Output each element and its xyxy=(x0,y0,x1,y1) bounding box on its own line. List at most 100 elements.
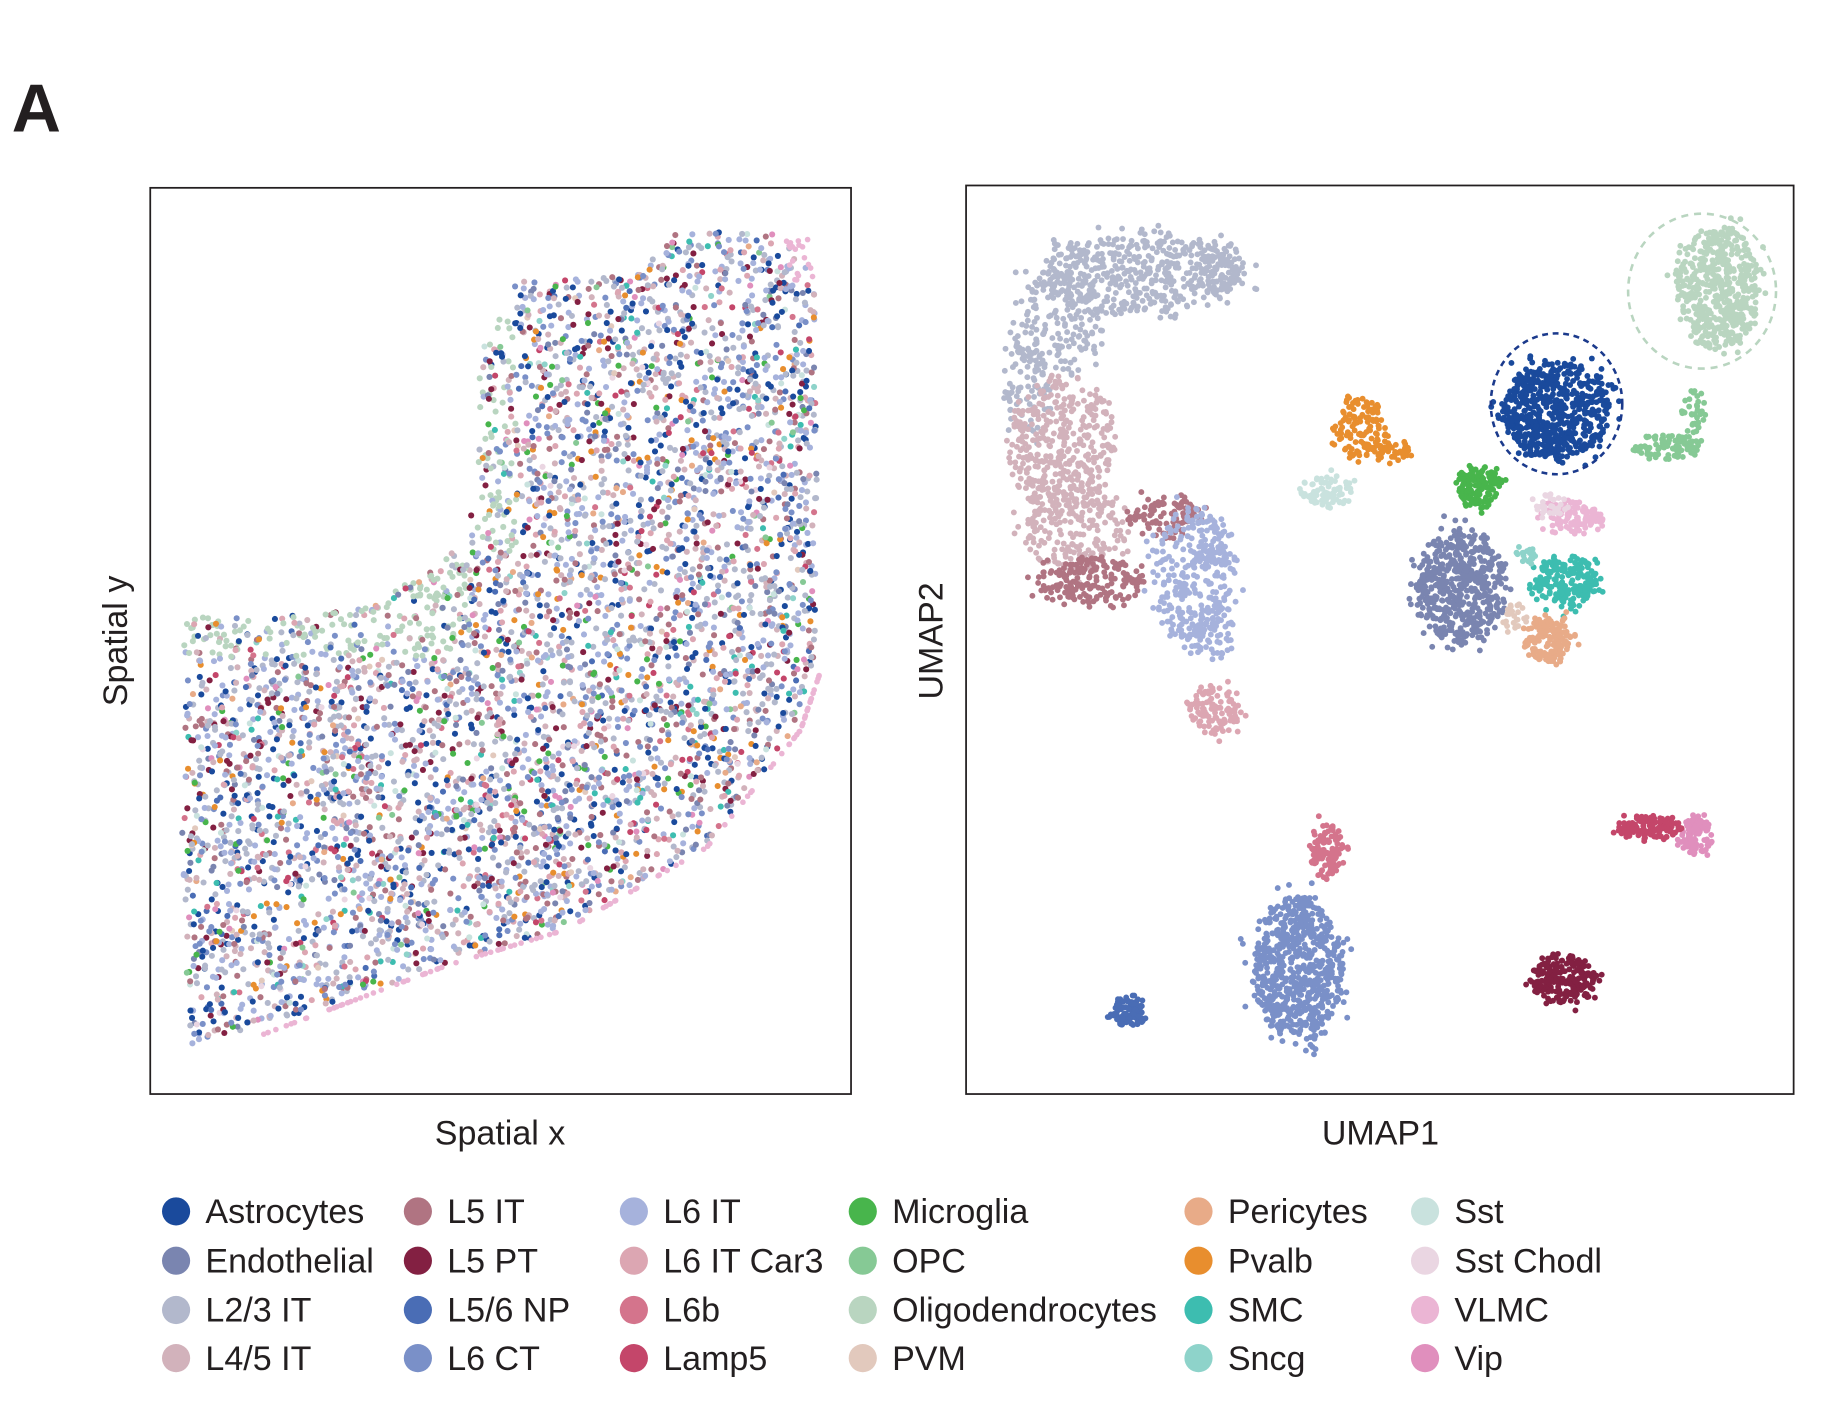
cell-point-l4-5-it xyxy=(638,611,645,618)
cell-point-l5-pt xyxy=(292,870,299,877)
cell-point-l2-3-it xyxy=(603,540,610,547)
cell-point-opc xyxy=(350,889,357,896)
cell-point-l2-3-it xyxy=(507,899,514,906)
cell-point-l5-6-np xyxy=(796,322,803,329)
cell-point-l6-it xyxy=(363,880,370,887)
cell-point-endothelial xyxy=(495,862,502,869)
cell-point-l6-it xyxy=(762,366,769,373)
cell-point-l2-3-it xyxy=(469,539,476,546)
cell-point-pvalb xyxy=(458,629,465,636)
cell-point-l5-pt xyxy=(435,709,442,716)
cell-point-l6-it xyxy=(222,734,229,741)
cell-point-l5-6-np xyxy=(362,964,369,972)
cell-point-l5-pt xyxy=(410,668,417,675)
cell-point-l2-3-it xyxy=(590,643,597,650)
cell-point-astrocytes xyxy=(521,934,528,941)
cell-point-astrocytes xyxy=(443,777,450,784)
cell-point-l5-it xyxy=(626,564,633,572)
cell-point-l2-3-it xyxy=(793,359,800,366)
cell-point-microglia xyxy=(469,549,476,556)
cell-point-l2-3-it xyxy=(474,660,481,667)
cell-point-opc xyxy=(397,941,405,948)
cell-point-l6-ct xyxy=(535,422,542,429)
cell-point-l4-5-it xyxy=(231,948,238,955)
cell-point-l6-it xyxy=(190,962,197,970)
cell-point-l6-it-car3 xyxy=(570,427,577,434)
cell-point-l5-it xyxy=(511,824,519,831)
cell-point-pvalb xyxy=(675,599,682,606)
cell-point-l5-it xyxy=(569,855,576,863)
cell-point-endothelial xyxy=(296,753,303,760)
cell-point-pvalb xyxy=(714,782,721,790)
cell-point-l4-5-it xyxy=(404,908,411,915)
cell-point-l4-5-it xyxy=(588,394,595,401)
cell-point-l6-it xyxy=(674,587,681,594)
cell-point-l6b xyxy=(670,626,677,633)
cell-point-l2-3-it xyxy=(402,869,410,876)
cell-point-l2-3-it xyxy=(235,828,242,835)
cell-point-l6-it xyxy=(749,292,756,299)
cell-point-l6-it xyxy=(720,460,727,467)
cell-point-astrocytes xyxy=(307,793,314,800)
cell-point-l5-pt xyxy=(361,927,368,935)
cell-point-l6-it xyxy=(414,662,421,669)
cell-point-l6b xyxy=(236,989,243,996)
cell-point-astrocytes xyxy=(505,648,512,655)
cell-point-l2-3-it xyxy=(368,940,375,947)
cell-point-sncg xyxy=(349,877,356,884)
cell-point-l6-it xyxy=(702,620,709,627)
cell-point-endothelial xyxy=(551,478,558,485)
cell-point-vip xyxy=(346,819,353,826)
cell-point-l2-3-it xyxy=(767,687,774,694)
cell-point-vip xyxy=(535,435,542,442)
cell-point-pvalb xyxy=(560,626,567,633)
cell-point-l2-3-it xyxy=(784,594,791,601)
cell-point-l2-3-it xyxy=(697,718,705,725)
cell-point-pvalb xyxy=(659,568,666,575)
cell-point-l4-5-it xyxy=(379,938,386,945)
cell-point-oligodendrocytes xyxy=(417,592,424,599)
cell-point-l5-6-np xyxy=(748,367,755,374)
cell-point-l5-pt xyxy=(533,551,540,558)
cell-point-sncg xyxy=(583,540,590,547)
cell-point-l5-it xyxy=(442,866,449,873)
cell-point-l4-5-it xyxy=(520,445,527,452)
cell-point-pericytes xyxy=(627,874,634,881)
cell-point-l5-it xyxy=(382,887,389,894)
cell-point-l6-ct xyxy=(561,863,568,870)
cell-point-smc xyxy=(491,426,498,434)
cell-point-l2-3-it xyxy=(593,414,600,421)
cell-point-pericytes xyxy=(560,701,567,708)
cell-point-pvalb xyxy=(694,828,701,835)
cell-point-l6-it-car3 xyxy=(331,922,338,929)
cell-point-l5-6-np xyxy=(357,857,364,865)
cell-point-astrocytes xyxy=(781,603,788,610)
cell-point-l6-it xyxy=(368,870,375,877)
cell-point-endothelial xyxy=(705,565,712,572)
cell-point-lamp5 xyxy=(487,543,494,550)
cell-point-l2-3-it xyxy=(284,1012,291,1019)
cell-point-sst xyxy=(647,720,654,727)
cell-point-l6-it xyxy=(591,555,598,562)
cell-point-l6-ct xyxy=(226,741,234,748)
cell-point-l2-3-it xyxy=(697,384,704,391)
cell-point-sst xyxy=(424,935,431,942)
cell-point-astrocytes xyxy=(367,735,374,742)
cell-point-astrocytes xyxy=(682,560,689,568)
cell-point-endothelial xyxy=(695,787,703,794)
cell-point-l2-3-it xyxy=(709,325,716,332)
cell-point-l6-ct xyxy=(720,249,728,256)
cell-point-l5-it xyxy=(697,359,704,366)
cell-point-l4-5-it xyxy=(659,508,666,515)
cell-point-l5-it xyxy=(399,662,406,669)
cell-point-l6-it-car3 xyxy=(232,647,239,654)
cell-point-l6-ct xyxy=(396,793,403,800)
cell-point-l4-5-it xyxy=(480,364,487,371)
cell-point-lamp5 xyxy=(532,919,540,926)
cell-point-l5-6-np xyxy=(643,683,650,690)
cell-point-l5-it xyxy=(515,606,523,613)
cell-point-astrocytes xyxy=(475,855,482,862)
cell-point-l2-3-it xyxy=(289,733,296,740)
cell-point-vip xyxy=(526,516,533,523)
cell-point-l2-3-it xyxy=(253,666,260,673)
